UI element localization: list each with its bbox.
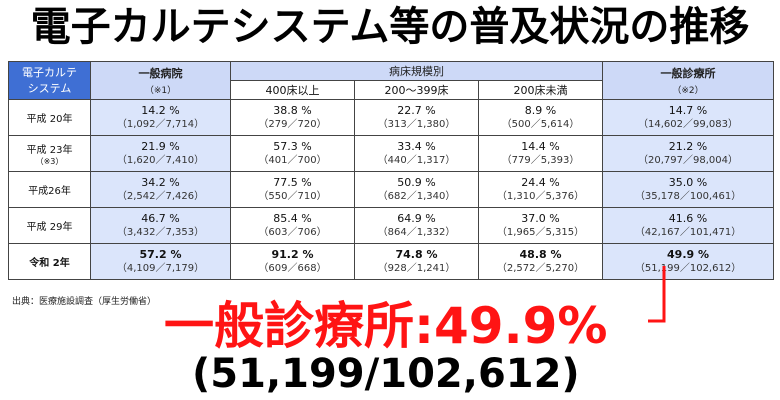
table-cell: 74.8 % （928／1,241） xyxy=(354,243,479,280)
row-year-text: 平成 29年 xyxy=(26,222,73,233)
cell-count: （51,199／102,612） xyxy=(634,262,742,274)
table-cell: 35.0 % （35,178／100,461） xyxy=(602,171,775,208)
cell-count: （20,797／98,004） xyxy=(638,154,739,166)
cell-count: （1,620／7,410） xyxy=(116,154,205,166)
cell-percent: 33.4 % xyxy=(397,139,436,153)
cell-count: （440／1,317） xyxy=(377,154,456,166)
cell-percent: 22.7 % xyxy=(397,103,436,117)
cell-percent: 41.6 % xyxy=(668,211,708,225)
cell-count: （401／700） xyxy=(258,154,327,166)
table-cell: 14.2 % （1,092／7,714） xyxy=(90,99,231,136)
header-bed-scale: 病床規模別 xyxy=(229,61,604,81)
header-general-hospital-label: 一般病院 xyxy=(138,67,183,80)
subheader-200-399: 200～399床 xyxy=(354,80,479,100)
cell-percent: 74.8 % xyxy=(395,247,438,261)
row-year-label: 平成 20年 xyxy=(8,99,91,136)
source-note: 出典：医療施設調査（厚生労働省） xyxy=(12,297,157,307)
cell-percent: 21.9 % xyxy=(141,139,180,153)
cell-percent: 85.4 % xyxy=(273,211,312,225)
subheader-under-200: 200床未満 xyxy=(477,80,604,100)
row-year-label: 平成26年 xyxy=(8,171,91,208)
cell-percent: 37.0 % xyxy=(521,211,560,225)
header-general-clinic: 一般診療所 （※2） xyxy=(602,61,775,100)
table-cell: 49.9 % （51,199／102,612） xyxy=(602,243,775,280)
table-row: 平成26年 34.2 % （2,542／7,426） 77.5 % （550／710） 5… xyxy=(8,171,775,208)
cell-count: （779／5,393） xyxy=(501,154,580,166)
cell-percent: 14.4 % xyxy=(521,139,560,153)
row-year-text: 平成 20年 xyxy=(26,114,73,125)
table-cell: 91.2 % （609／668） xyxy=(230,243,355,280)
cell-count: （928／1,241） xyxy=(377,262,456,274)
cell-count: （550／710） xyxy=(258,190,327,202)
row-year-note: （※3） xyxy=(35,156,64,166)
table-cell: 22.7 % （313／1,380） xyxy=(354,99,479,136)
cell-percent: 49.9 % xyxy=(667,247,710,261)
cell-percent: 14.2 % xyxy=(141,103,180,117)
table-cell: 8.9 % （500／5,614） xyxy=(477,99,604,136)
cell-percent: 8.9 % xyxy=(524,103,557,117)
corner-line-1: 電子カルテ xyxy=(22,65,77,79)
table-cell: 21.2 % （20,797／98,004） xyxy=(602,135,775,172)
table-cell: 24.4 % （1,310／5,376） xyxy=(477,171,604,208)
cell-count: （4,109／7,179） xyxy=(116,262,205,274)
cell-count: （1,965／5,315） xyxy=(496,226,585,238)
cell-count: （313／1,380） xyxy=(377,118,456,130)
cell-percent: 64.9 % xyxy=(397,211,436,225)
cell-count: （603／706） xyxy=(258,226,327,238)
row-year-label: 令和 2年 xyxy=(8,243,91,280)
cell-count: （14,602／99,083） xyxy=(638,118,739,130)
cell-count: （864／1,332） xyxy=(377,226,456,238)
adoption-table: 電子カルテ システム 一般病院 （※1） 病床規模別 一般診療所 （※2） 40… xyxy=(8,61,775,280)
table-row: 平成 20年 14.2 % （1,092／7,714） 38.8 % （279／720）… xyxy=(8,99,775,136)
cell-count: （3,432／7,353） xyxy=(116,226,205,238)
cell-percent: 91.2 % xyxy=(271,247,314,261)
table-cell: 57.3 % （401／700） xyxy=(230,135,355,172)
cell-percent: 57.3 % xyxy=(273,139,312,153)
table-cell: 48.8 % （2,572／5,270） xyxy=(477,243,604,280)
cell-percent: 48.8 % xyxy=(519,247,562,261)
table-cell: 57.2 % （4,109／7,179） xyxy=(90,243,231,280)
cell-percent: 14.7 % xyxy=(668,103,708,117)
cell-count: （500／5,614） xyxy=(501,118,580,130)
cell-percent: 57.2 % xyxy=(139,247,182,261)
cell-percent: 24.4 % xyxy=(521,175,560,189)
table-cell: 85.4 % （603／706） xyxy=(230,207,355,244)
cell-count: （42,167／101,471） xyxy=(634,226,742,238)
cell-percent: 34.2 % xyxy=(141,175,180,189)
cell-count: （2,572／5,270） xyxy=(496,262,585,274)
cell-count: （2,542／7,426） xyxy=(116,190,205,202)
row-year-text: 令和 2年 xyxy=(29,258,70,269)
highlight-count: (51,199/102,612) xyxy=(192,351,580,397)
row-year-text: 平成26年 xyxy=(28,186,71,197)
row-year-label: 平成 23年 （※3） xyxy=(8,135,91,172)
cell-percent: 50.9 % xyxy=(397,175,436,189)
header-general-hospital-note: （※1） xyxy=(144,86,177,96)
cell-count: （682／1,340） xyxy=(377,190,456,202)
table-cell: 50.9 % （682／1,340） xyxy=(354,171,479,208)
table-row: 令和 2年 57.2 % （4,109／7,179） 91.2 % （609／668） 7… xyxy=(8,243,775,280)
corner-line-2: システム xyxy=(27,81,72,95)
cell-percent: 38.8 % xyxy=(273,103,312,117)
highlight-label: 一般診療所:49.9% xyxy=(164,297,608,355)
row-year-text: 平成 23年 xyxy=(26,144,73,156)
page-title: 電子カルテシステム等の普及状況の推移 xyxy=(30,4,750,50)
cell-count: （609／668） xyxy=(258,262,327,274)
cell-count: （1,310／5,376） xyxy=(496,190,585,202)
table-cell: 14.4 % （779／5,393） xyxy=(477,135,604,172)
table-cell: 14.7 % （14,602／99,083） xyxy=(602,99,775,136)
cell-percent: 46.7 % xyxy=(141,211,180,225)
cell-percent: 77.5 % xyxy=(273,175,312,189)
corner-header: 電子カルテ システム xyxy=(8,61,91,100)
cell-count: （1,092／7,714） xyxy=(116,118,205,130)
header-general-clinic-label: 一般診療所 xyxy=(660,67,716,80)
cell-count: （35,178／100,461） xyxy=(634,190,742,202)
table-row: 平成 23年 （※3） 21.9 % （1,620／7,410） 57.3 % （401／… xyxy=(8,135,775,172)
table-cell: 38.8 % （279／720） xyxy=(230,99,355,136)
cell-count: （279／720） xyxy=(258,118,327,130)
header-general-clinic-note: （※2） xyxy=(672,86,704,96)
cell-percent: 21.2 % xyxy=(668,139,708,153)
cell-percent: 35.0 % xyxy=(668,175,708,189)
table-cell: 21.9 % （1,620／7,410） xyxy=(90,135,231,172)
